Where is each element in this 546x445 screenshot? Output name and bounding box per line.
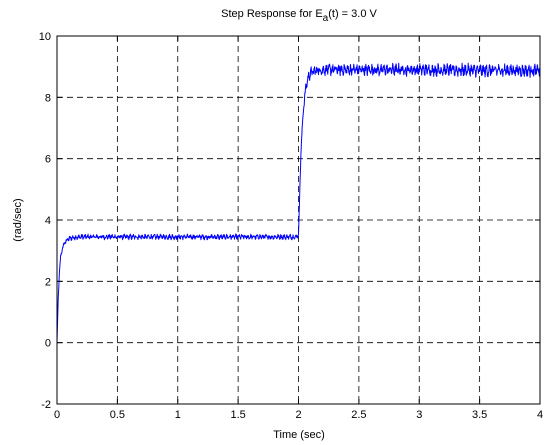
y-tick-label: 4 bbox=[45, 215, 51, 227]
chart-title-prefix: Step Response for E bbox=[221, 8, 323, 20]
x-tick-label: 3.5 bbox=[472, 409, 487, 421]
x-tick-label: 4 bbox=[537, 409, 543, 421]
x-axis-label: Time (sec) bbox=[273, 429, 325, 441]
x-tick-label: 3 bbox=[416, 409, 422, 421]
chart-title: Step Response for Ea(t) = 3.0 V bbox=[221, 8, 377, 24]
y-tick-labels: -2 0 2 4 6 8 10 bbox=[39, 31, 51, 411]
x-tick-labels: 0 0.5 1 1.5 2 2.5 3 3.5 4 bbox=[54, 409, 543, 421]
y-tick-label: 8 bbox=[45, 92, 51, 104]
chart-title-subscript: a bbox=[323, 13, 329, 24]
y-tick-label: 6 bbox=[45, 154, 51, 166]
chart-title-suffix: (t) = 3.0 V bbox=[328, 8, 377, 20]
series-layer bbox=[57, 62, 540, 343]
x-tick-label: 1 bbox=[175, 409, 181, 421]
x-tick-label: 0.5 bbox=[110, 409, 125, 421]
x-tick-label: 2 bbox=[295, 409, 301, 421]
tick-marks bbox=[56, 35, 541, 405]
x-tick-label: 1.5 bbox=[230, 409, 245, 421]
y-tick-label: -2 bbox=[41, 399, 51, 411]
x-tick-label: 2.5 bbox=[351, 409, 366, 421]
y-tick-label: 10 bbox=[39, 31, 51, 43]
series-line bbox=[57, 62, 540, 343]
y-tick-label: 0 bbox=[45, 338, 51, 350]
x-tick-label: 0 bbox=[54, 409, 60, 421]
y-axis-label: (rad/sec) bbox=[12, 198, 24, 241]
y-tick-label: 2 bbox=[45, 276, 51, 288]
